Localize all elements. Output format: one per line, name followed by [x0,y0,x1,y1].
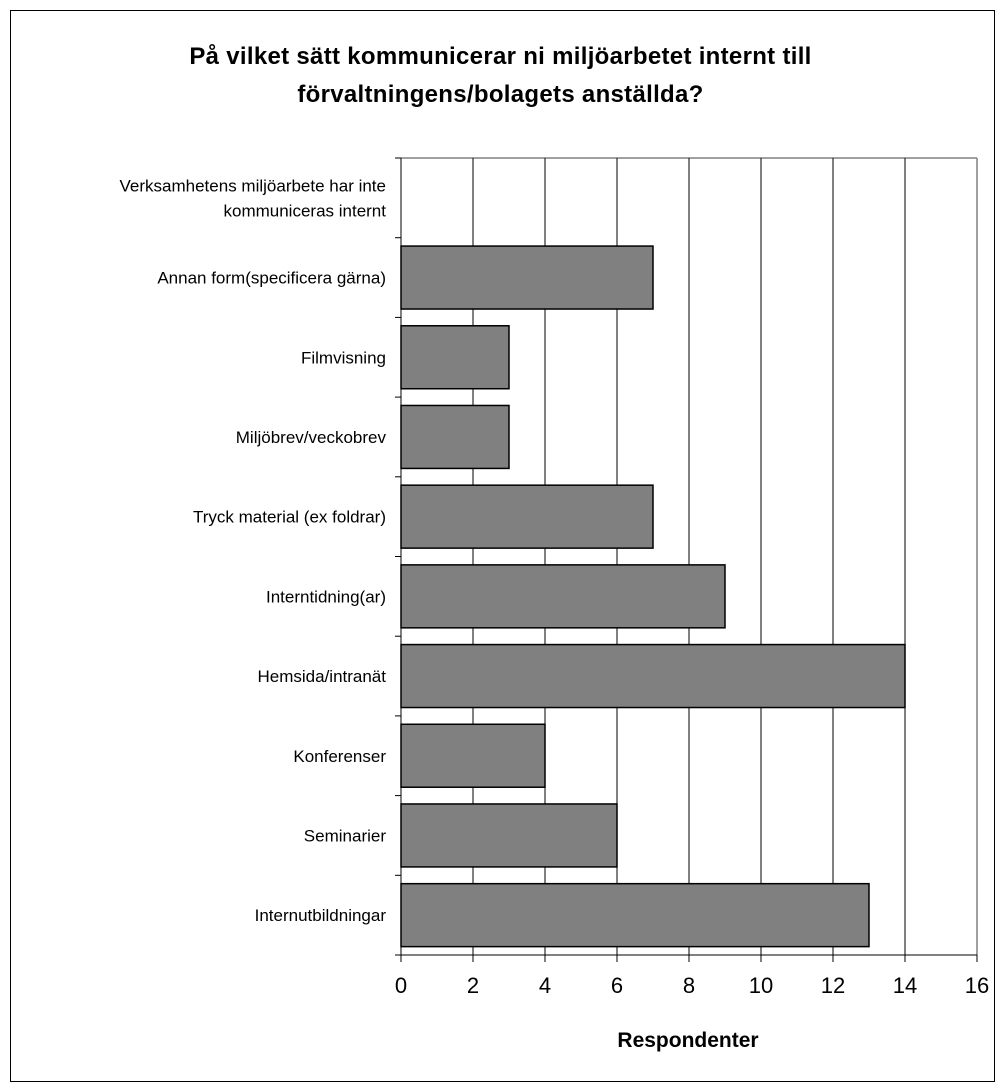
category-label: Konferenser [293,747,386,766]
category-label: Filmvisning [301,348,386,367]
axis-layer [395,157,978,962]
category-label: Interntidning(ar) [266,587,386,606]
bars-layer [400,245,906,948]
category-label: Annan form(specificera gärna) [157,269,386,288]
x-tick-label: 8 [683,973,695,998]
bar [400,643,906,709]
bar [400,245,654,310]
chart-title-line-2: förvaltningens/bolagets anställda? [297,81,704,108]
bar [400,404,510,470]
x-tick-label: 0 [395,973,407,998]
bar [400,325,510,390]
x-axis-title: Respondenter [617,1029,758,1052]
category-label: Tryck material (ex foldrar) [193,508,386,527]
x-tick-label: 14 [893,973,917,998]
bar [400,564,726,629]
x-tick-label: 16 [965,973,989,998]
category-label: Hemsida/intranät [257,667,386,686]
bar [400,803,618,868]
category-label: Verksamhetens miljöarbete har inte [120,176,386,195]
category-label: Seminarier [304,826,387,845]
chart-title: På vilket sätt kommunicerar ni miljöarbe… [0,38,1001,114]
bar [400,723,546,788]
x-tick-label: 4 [539,973,551,998]
bar [400,484,654,549]
x-tick-label: 10 [749,973,773,998]
labels-layer: 0 2 4 6 8 10 12 14 16 Verksamhetens miljöarbete h… [120,176,990,998]
category-label: Internutbildningar [255,906,387,925]
x-tick-label: 2 [467,973,479,998]
x-tick-label: 12 [821,973,845,998]
category-label: Miljöbrev/veckobrev [236,428,387,447]
bar [400,882,870,948]
category-label: kommuniceras internt [223,201,386,220]
x-tick-label: 6 [611,973,623,998]
chart-title-line-1: På vilket sätt kommunicerar ni miljöarbe… [189,43,812,70]
